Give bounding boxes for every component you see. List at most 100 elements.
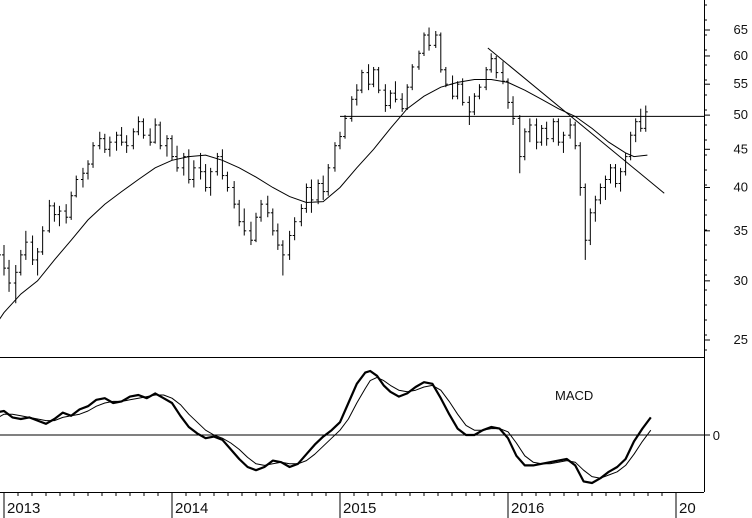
ohlc-bar [539, 125, 544, 146]
ohlc-bar [400, 93, 405, 112]
ohlc-bar [292, 217, 297, 241]
ohlc-bar [551, 118, 556, 143]
ohlc-bar [467, 96, 472, 126]
ohlc-bar [588, 208, 593, 246]
ohlc-bar [158, 121, 163, 150]
ohlc-bar [0, 254, 1, 256]
ohlc-bar [316, 179, 321, 205]
ohlc-bar [376, 66, 381, 94]
price-tick-label: 25 [734, 332, 748, 347]
price-tick-label: 45 [734, 141, 748, 156]
ohlc-bar [136, 116, 141, 136]
ohlc-bar [383, 84, 388, 112]
ohlc-bar [124, 135, 129, 153]
ohlc-bar [544, 121, 549, 146]
ohlc-bar [86, 160, 90, 180]
ohlc-bar [568, 118, 573, 139]
ohlc-bar [583, 183, 588, 260]
ohlc-bar [593, 195, 598, 222]
ohlc-bar [259, 199, 264, 222]
ohlc-bar [506, 78, 510, 109]
ohlc-bar [80, 167, 85, 188]
ohlc-bar [270, 208, 275, 236]
ohlc-bar [57, 205, 62, 227]
signal-line [0, 376, 652, 479]
ohlc-bar [613, 164, 618, 188]
price-tick-label: 40 [734, 180, 748, 195]
year-tick-label: 2014 [175, 500, 208, 517]
ohlc-bar [556, 118, 561, 146]
ohlc-bar [460, 78, 465, 106]
ohlc-bar [287, 230, 292, 260]
macd-panel: 0 MACD [0, 369, 720, 485]
ohlc-bar [74, 175, 79, 198]
ohlc-bar [275, 223, 280, 250]
downtrend-line [487, 47, 665, 194]
year-tick-label: 20 [679, 500, 696, 517]
ohlc-bar [354, 84, 359, 106]
ohlc-bar [254, 212, 258, 243]
price-bars [0, 27, 648, 304]
ohlc-bar [598, 183, 603, 205]
macd-line [0, 369, 652, 485]
ohlc-bar [47, 199, 52, 233]
ohlc-bar [573, 121, 578, 150]
ohlc-bar [97, 131, 102, 150]
ohlc-bar [215, 152, 220, 176]
ohlc-bar [603, 175, 608, 200]
ohlc-bar [623, 152, 628, 176]
year-tick-label: 2016 [511, 500, 544, 517]
ohlc-bar [388, 90, 393, 109]
ohlc-bar [198, 152, 203, 180]
ohlc-bar [232, 181, 237, 209]
ohlc-bar [237, 199, 242, 227]
ohlc-bar [489, 53, 494, 73]
price-tick-label: 50 [734, 107, 748, 122]
ohlc-bar [170, 135, 174, 161]
ohlc-bar [343, 115, 348, 139]
ohlc-bar [64, 204, 69, 224]
ohlc-bar [153, 118, 158, 144]
ohlc-bar [220, 149, 225, 180]
ohlc-bar [131, 128, 136, 150]
ohlc-bar [410, 64, 415, 91]
price-lines [0, 47, 704, 320]
price-tick-label: 35 [734, 223, 748, 238]
ohlc-bar [638, 108, 643, 132]
ohlc-bar [427, 27, 432, 51]
ohlc-bar [309, 179, 314, 213]
ohlc-bar [225, 171, 230, 192]
ohlc-bar [18, 249, 23, 276]
ohlc-bar [561, 131, 566, 153]
ohlc-bar [608, 164, 613, 184]
ohlc-bar [40, 226, 45, 255]
ohlc-bar [578, 142, 583, 196]
ohlc-bar [484, 66, 489, 91]
ohlc-bar [416, 50, 421, 70]
ohlc-bar [91, 142, 96, 168]
ohlc-bar [433, 30, 438, 48]
price-axis: 25 30 35 40 45 50 55 60 65 [704, 4, 748, 351]
ohlc-bar [522, 128, 527, 161]
macd-lines [0, 369, 704, 485]
ohlc-bar [2, 245, 6, 276]
ohlc-bar [102, 133, 107, 153]
ohlc-bar [107, 136, 112, 157]
ohlc-bar [338, 131, 342, 150]
ohlc-bar [366, 64, 371, 91]
x-axis: 2013 2014 2015 2016 20 [0, 492, 704, 518]
ohlc-bar [494, 55, 499, 79]
ohlc-bar [35, 247, 40, 276]
ohlc-bar [30, 235, 35, 266]
ohlc-bar [422, 32, 426, 56]
ohlc-bar [326, 164, 331, 196]
ohlc-bar [511, 96, 516, 126]
ohlc-bar [280, 240, 285, 276]
ohlc-bar [265, 195, 270, 218]
macd-tick-label: 0 [713, 428, 720, 443]
price-tick-label: 60 [734, 48, 748, 63]
ohlc-bar [141, 118, 146, 139]
price-tick-label: 55 [734, 76, 748, 91]
year-tick-label: 2015 [343, 500, 376, 517]
